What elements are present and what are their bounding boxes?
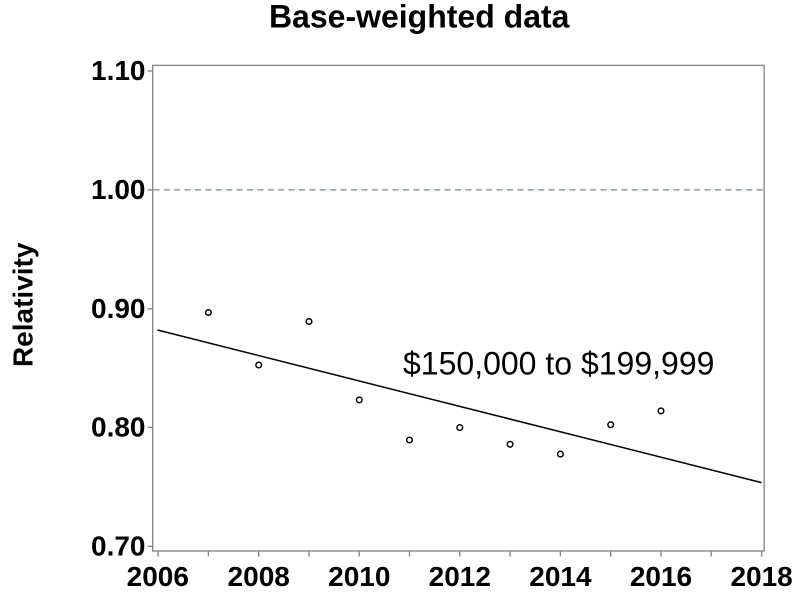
svg-text:0.80: 0.80	[91, 411, 146, 442]
svg-text:2016: 2016	[630, 561, 692, 592]
svg-text:1.00: 1.00	[91, 174, 146, 205]
svg-text:Relativity: Relativity	[8, 242, 39, 367]
svg-text:0.90: 0.90	[91, 293, 146, 324]
svg-text:2012: 2012	[429, 561, 491, 592]
svg-text:2014: 2014	[529, 561, 592, 592]
svg-text:0.70: 0.70	[91, 530, 146, 561]
svg-text:$150,000 to $199,999: $150,000 to $199,999	[403, 345, 714, 381]
svg-text:2010: 2010	[328, 561, 390, 592]
svg-text:2008: 2008	[228, 561, 290, 592]
svg-text:2006: 2006	[127, 561, 189, 592]
svg-text:2018: 2018	[730, 561, 792, 592]
svg-text:1.10: 1.10	[91, 55, 146, 86]
svg-text:Base-weighted data: Base-weighted data	[269, 0, 570, 35]
